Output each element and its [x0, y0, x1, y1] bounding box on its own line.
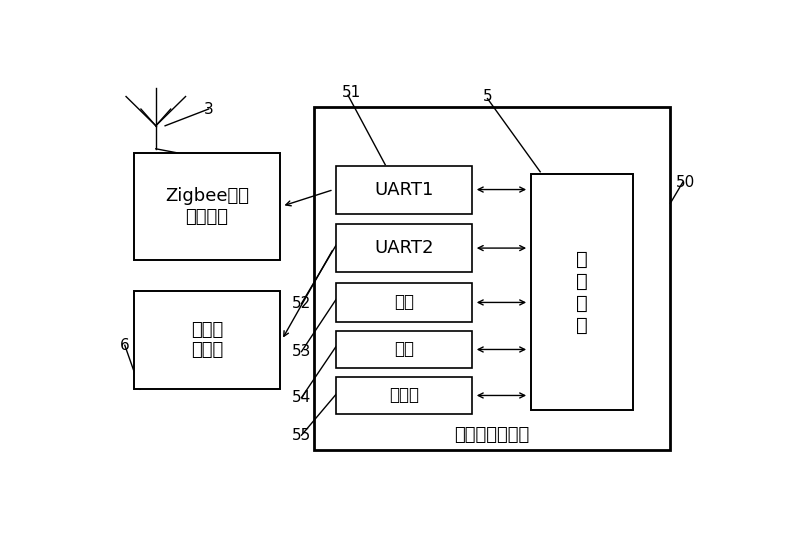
Bar [336, 331, 472, 368]
Text: 5: 5 [482, 89, 492, 104]
Text: 51: 51 [342, 85, 361, 100]
Bar [134, 153, 280, 260]
Text: Zigbee终端
无线模块: Zigbee终端 无线模块 [165, 187, 249, 226]
Text: 专用测
量设备: 专用测 量设备 [191, 321, 223, 359]
Text: 54: 54 [292, 390, 311, 405]
Text: 52: 52 [292, 296, 311, 311]
Text: 键盘: 键盘 [394, 293, 414, 312]
Text: 显示: 显示 [394, 340, 414, 358]
Bar [336, 282, 472, 323]
Text: 微
处
理
器: 微 处 理 器 [576, 249, 588, 334]
Bar [531, 174, 634, 410]
Bar [336, 377, 472, 414]
Bar [336, 224, 472, 272]
Bar [336, 166, 472, 213]
Bar [314, 107, 670, 450]
Text: 6: 6 [120, 338, 130, 353]
Text: 55: 55 [292, 428, 311, 443]
Text: 3: 3 [204, 102, 214, 117]
Bar [134, 291, 280, 389]
Text: 存储器: 存储器 [389, 387, 419, 405]
Text: 53: 53 [292, 344, 311, 359]
Text: 50: 50 [676, 175, 695, 190]
Text: UART1: UART1 [374, 181, 434, 199]
Text: 数据采集控制器: 数据采集控制器 [454, 426, 530, 444]
Text: UART2: UART2 [374, 239, 434, 257]
